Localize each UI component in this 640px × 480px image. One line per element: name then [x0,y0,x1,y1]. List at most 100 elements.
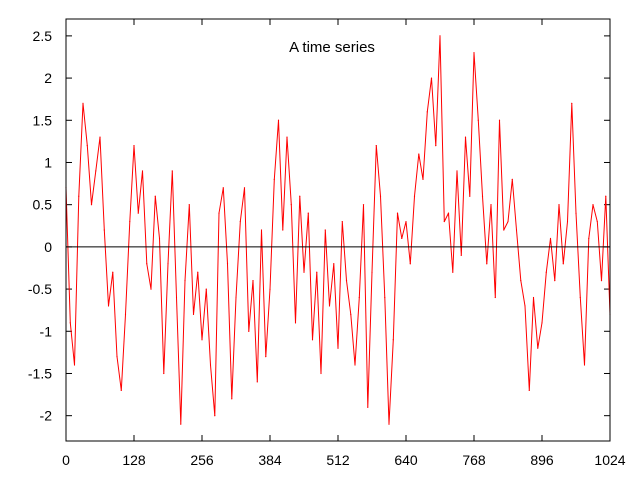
x-tick-label: 0 [62,452,70,468]
series-point [473,52,475,54]
series-point [575,212,577,214]
series-point [303,271,305,273]
series-point [73,364,76,366]
series-point [592,204,594,206]
series-point [171,170,173,172]
series-point [112,271,114,273]
y-tick-label: -1 [40,323,53,339]
series-point [175,296,178,299]
series-point [290,204,292,206]
series-point [456,170,458,172]
series-point [265,356,267,358]
series-point [422,178,424,180]
series-point [282,229,284,231]
series-point [269,288,271,290]
series-point [231,398,233,400]
series-point [78,195,80,197]
series-point [252,280,254,282]
series-point [146,263,148,265]
series-point [515,229,518,231]
series-point [409,263,411,265]
series-point [477,119,479,121]
series-point [596,220,598,223]
series-point [490,204,492,206]
series-point [430,77,433,79]
series-point [248,330,250,332]
y-tick-label: 1.5 [33,112,53,128]
x-tick-label: 384 [258,452,282,468]
series-point [541,322,543,324]
series-point [260,229,263,231]
series-point [435,145,437,147]
series-point [107,305,110,307]
series-point [90,204,93,206]
series-point [120,389,122,391]
series-point [222,187,224,189]
series-point [333,263,335,265]
series-point [188,204,190,206]
x-tick-label: 128 [122,452,146,468]
series-point [537,347,539,349]
series-point [579,296,581,299]
series-point [277,119,280,121]
series-point [447,212,450,214]
y-tick-label: -2 [40,408,53,424]
series-point [388,423,390,425]
series-point [163,372,165,375]
series-point [507,220,509,223]
series-point [294,322,297,324]
series-point [218,212,220,214]
y-tick-label: -1.5 [28,365,52,381]
series-point [443,220,445,223]
series-point [69,322,71,324]
y-tick-label: -0.5 [28,281,52,297]
series-point [214,415,216,417]
series-point [418,153,420,155]
series-point [528,389,530,391]
series-point [401,237,403,240]
series-point [600,280,603,282]
series-point [324,229,326,231]
series-point [562,263,564,265]
series-point [469,195,471,197]
y-tick-label: 1 [44,154,52,170]
series-point [226,263,229,265]
series-point [358,296,360,299]
series-point [498,119,501,121]
series-point [588,237,590,240]
chart-title: A time series [289,39,375,56]
series-point [350,313,352,315]
series-point [154,195,156,197]
series-point [520,280,522,282]
series-point [532,296,535,299]
y-tick-label: 0.5 [33,197,53,213]
series-point [299,195,301,197]
series-point [129,220,131,223]
series-point [103,229,105,231]
series-point [192,313,195,315]
series-point [273,178,275,180]
x-tick-label: 1024 [594,452,625,468]
series-point [558,204,560,206]
series-point [116,356,118,358]
series-point [235,296,237,299]
series-point [460,254,462,256]
series-point [384,296,386,299]
series-point [133,145,135,147]
series-point [345,280,348,282]
x-tick-label: 768 [462,452,486,468]
series-point [439,35,441,37]
x-tick-label: 512 [326,452,350,468]
series-point [311,339,314,341]
series-point [367,406,369,408]
series-point [95,170,97,172]
series-point [316,271,318,273]
series-point [452,271,454,273]
series-point [549,237,552,240]
series-point [571,102,573,104]
series-point [545,271,547,273]
series-point [209,364,212,366]
